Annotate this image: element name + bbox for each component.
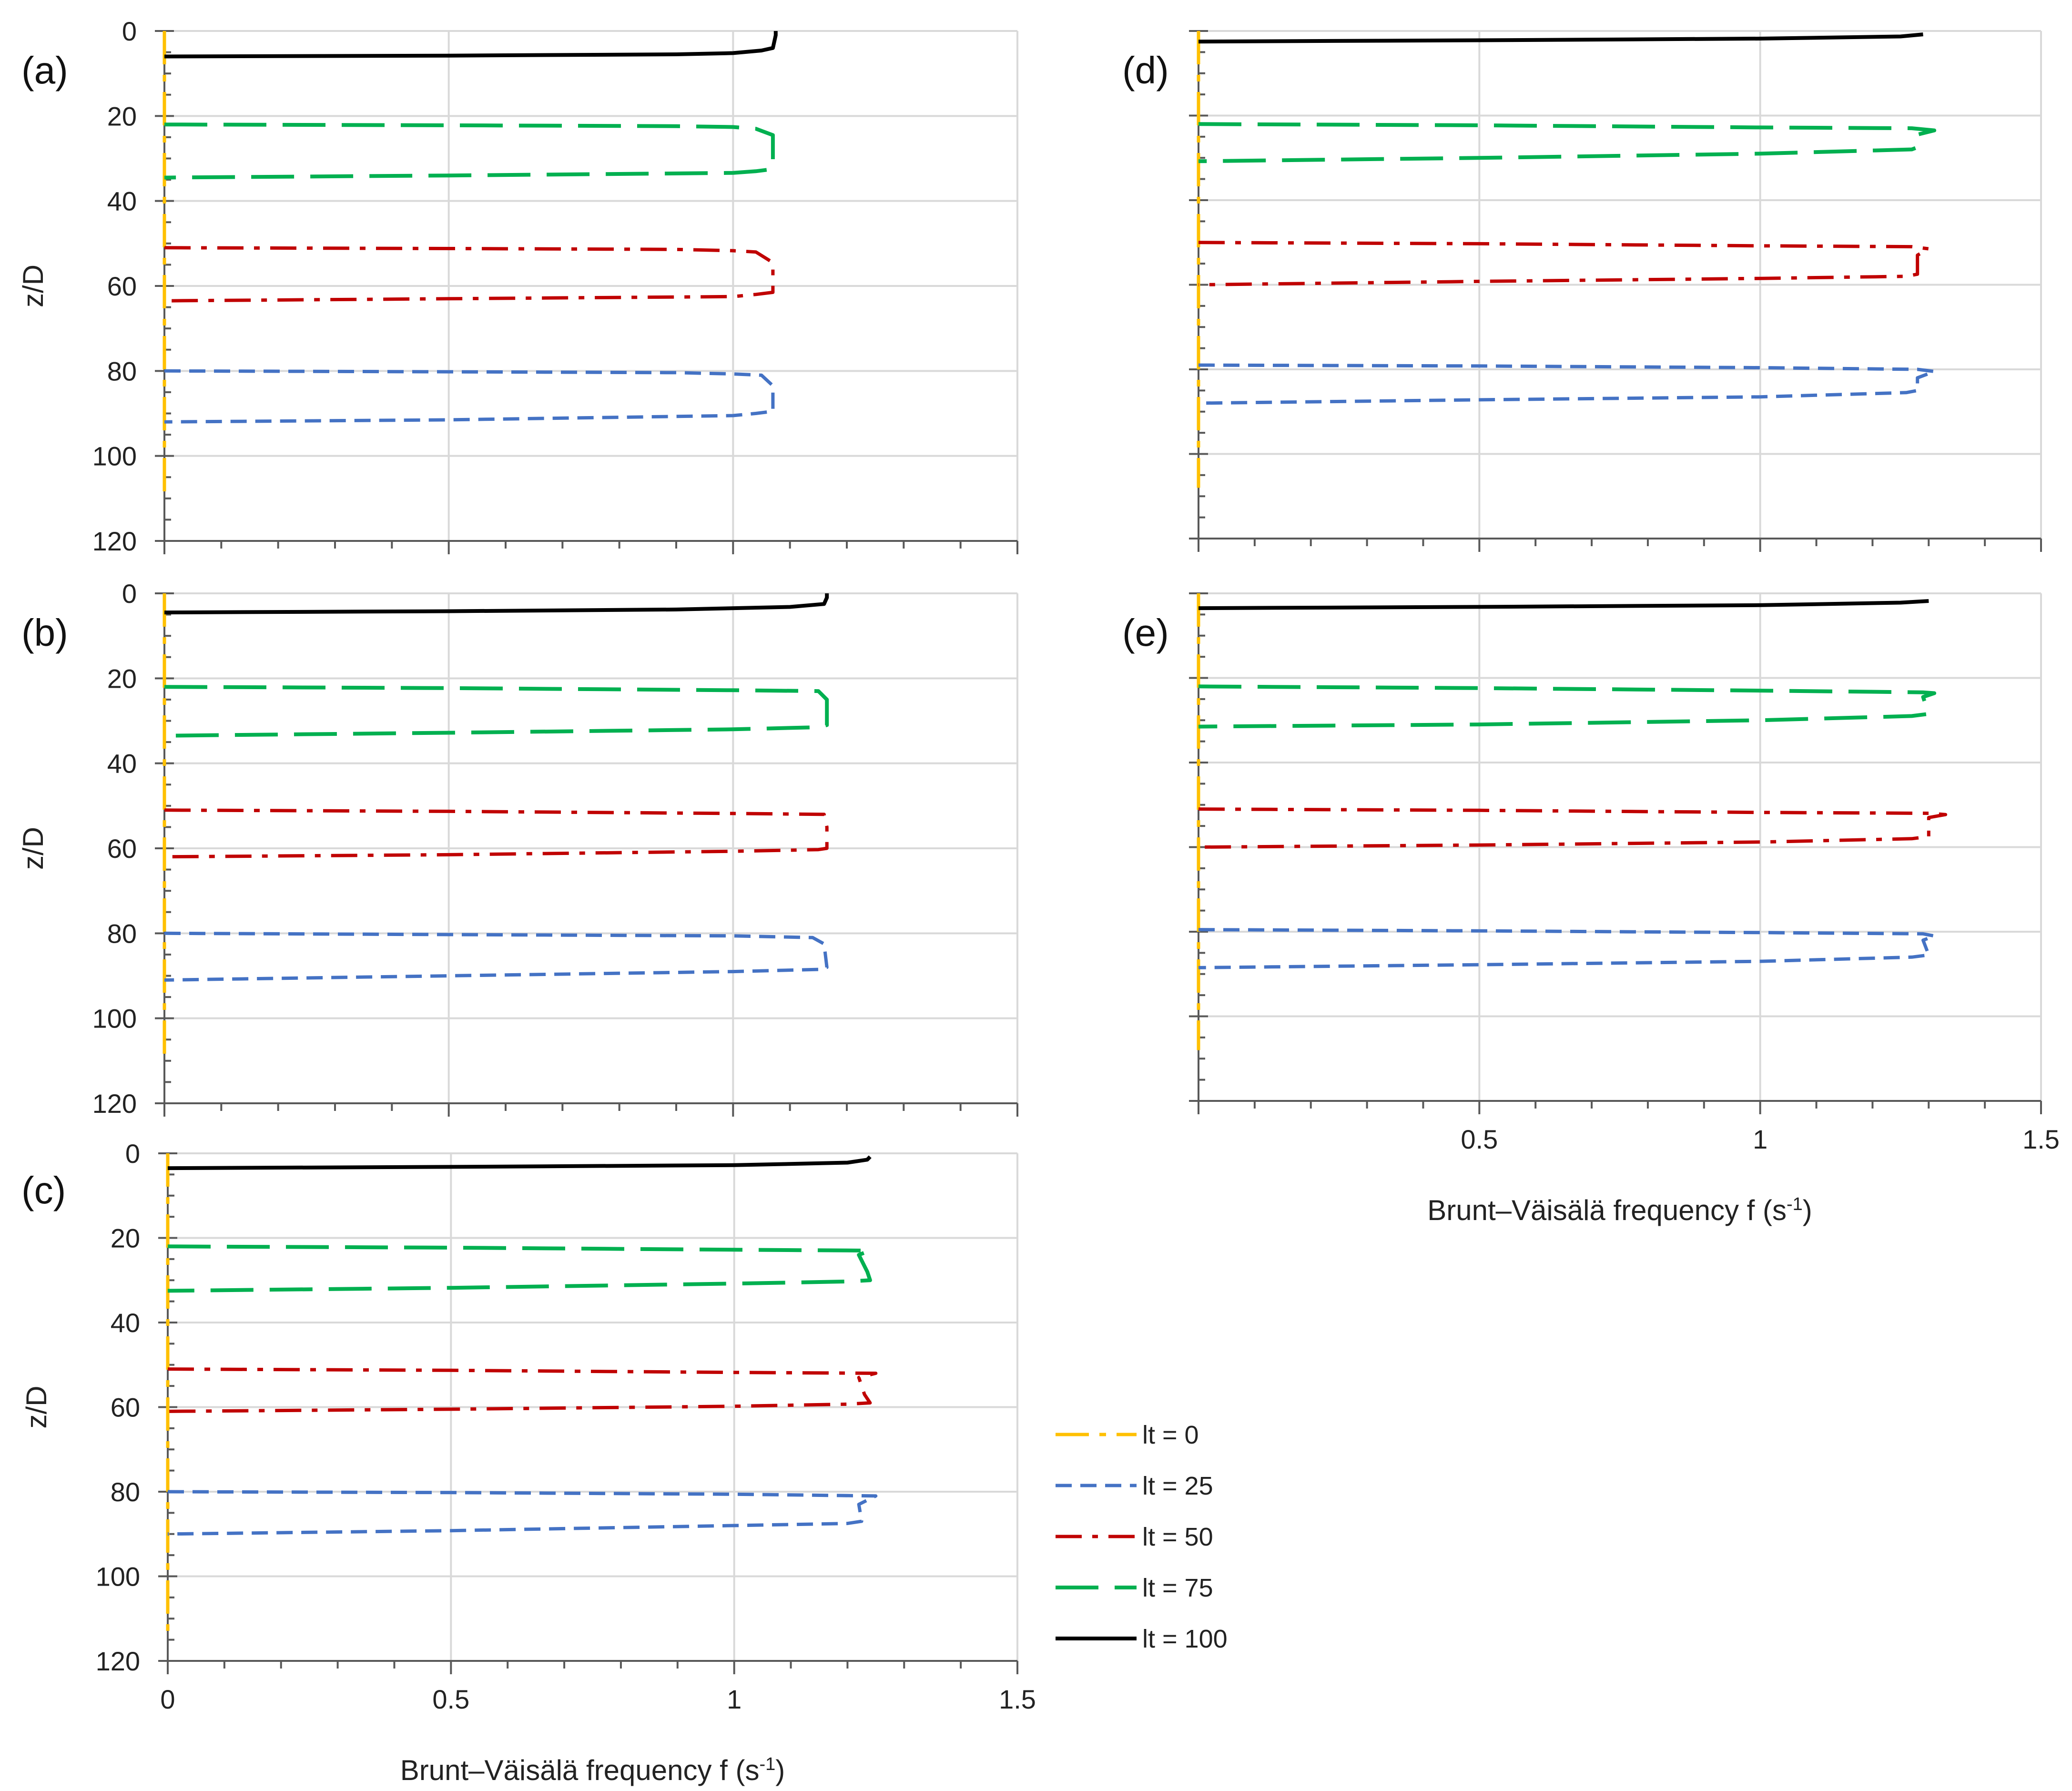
legend-label: lt = 0	[1142, 1421, 1199, 1449]
series-lt-100	[164, 31, 778, 59]
series-lt-50	[164, 808, 829, 859]
series-lt-100	[167, 1155, 872, 1170]
x-axis-title: Brunt–Väisälä frequency f (s-1)	[1427, 1194, 1812, 1226]
y-tick-label: 80	[111, 1477, 140, 1507]
panel-label: (d)	[1122, 49, 1169, 92]
panel-label: (a)	[21, 49, 68, 92]
x-axis-title: Brunt–Väisälä frequency f (s-1)	[400, 1754, 785, 1786]
x-tick-label: 1.5	[999, 1684, 1036, 1714]
panel-d: (d)	[1122, 30, 2042, 552]
y-tick-label: 20	[107, 101, 137, 131]
x-tick-label: 1.5	[2022, 1124, 2060, 1154]
series-lt-100	[1198, 32, 1923, 44]
y-tick-label: 0	[122, 16, 137, 46]
panel-label: (c)	[21, 1169, 66, 1211]
legend-label: lt = 100	[1142, 1625, 1228, 1653]
series-lt-75	[164, 685, 829, 738]
series-lt-75	[1198, 684, 1937, 729]
y-tick-label: 40	[107, 186, 137, 216]
legend-label: lt = 25	[1142, 1472, 1213, 1500]
legend: lt = 0 lt = 25 lt = 50 lt = 75 lt = 100	[1056, 1421, 1228, 1653]
y-tick-label: 40	[111, 1308, 140, 1338]
series-lt-25	[167, 1490, 878, 1536]
y-tick-label: 0	[122, 579, 137, 609]
x-tick-label: 1	[1753, 1124, 1767, 1154]
series-lt-25	[164, 369, 775, 424]
panel-label: (e)	[1122, 611, 1169, 654]
y-tick-label: 60	[107, 834, 137, 864]
y-tick-label: 20	[111, 1223, 140, 1253]
series-lt-100	[1198, 599, 1929, 611]
panel-b: 0 20 40 60 80 100 120 z/D (b)	[17, 579, 1018, 1119]
series-lt-75	[1198, 122, 1937, 163]
y-tick-label: 20	[107, 663, 137, 693]
legend-label: lt = 75	[1142, 1574, 1213, 1602]
y-tick-label: 100	[92, 1004, 137, 1034]
series-lt-25	[1198, 928, 1936, 969]
series-lt-50	[1198, 807, 1948, 849]
x-tick-label: 0	[160, 1684, 175, 1714]
series-lt-50	[1198, 241, 1930, 286]
y-tick-label: 60	[111, 1393, 140, 1423]
y-tick-label: 120	[92, 1089, 137, 1119]
series-lt-75	[167, 1244, 872, 1293]
y-axis-title: z/D	[17, 265, 49, 307]
y-tick-label: 40	[107, 749, 137, 779]
x-tick-label: 0.5	[1461, 1124, 1498, 1154]
legend-label: lt = 50	[1142, 1523, 1213, 1551]
x-tick-label: 0.5	[432, 1684, 469, 1714]
series-lt-25	[1198, 363, 1936, 405]
y-tick-label: 60	[107, 271, 137, 301]
y-tick-label: 80	[107, 918, 137, 948]
panel-label: (b)	[21, 611, 68, 654]
x-tick-label: 1	[727, 1684, 741, 1714]
series-lt-25	[164, 931, 829, 982]
y-tick-label: 120	[96, 1646, 140, 1676]
y-tick-label: 80	[107, 356, 137, 386]
panel-e: 0.5 1 1.5 Brunt–Väisälä frequency f (s-1) (e…	[1122, 592, 2060, 1226]
y-tick-label: 100	[96, 1562, 140, 1592]
y-tick-label: 0	[125, 1139, 140, 1169]
y-axis-title: z/D	[20, 1386, 52, 1429]
y-tick-label: 120	[92, 526, 137, 556]
panel-a: 0 20 40 60 80 100 120 z/D (a)	[17, 16, 1018, 556]
y-tick-label: 100	[92, 441, 137, 471]
series-lt-50	[167, 1367, 878, 1413]
panel-c: 0 20 40 60 80 100 120 z/D 0 0.5 1 1.5 Brunt–Väisälä …	[20, 1139, 1036, 1786]
series-lt-50	[164, 246, 775, 303]
y-axis-title: z/D	[17, 827, 49, 870]
series-lt-75	[164, 122, 775, 180]
series-lt-100	[164, 593, 829, 615]
